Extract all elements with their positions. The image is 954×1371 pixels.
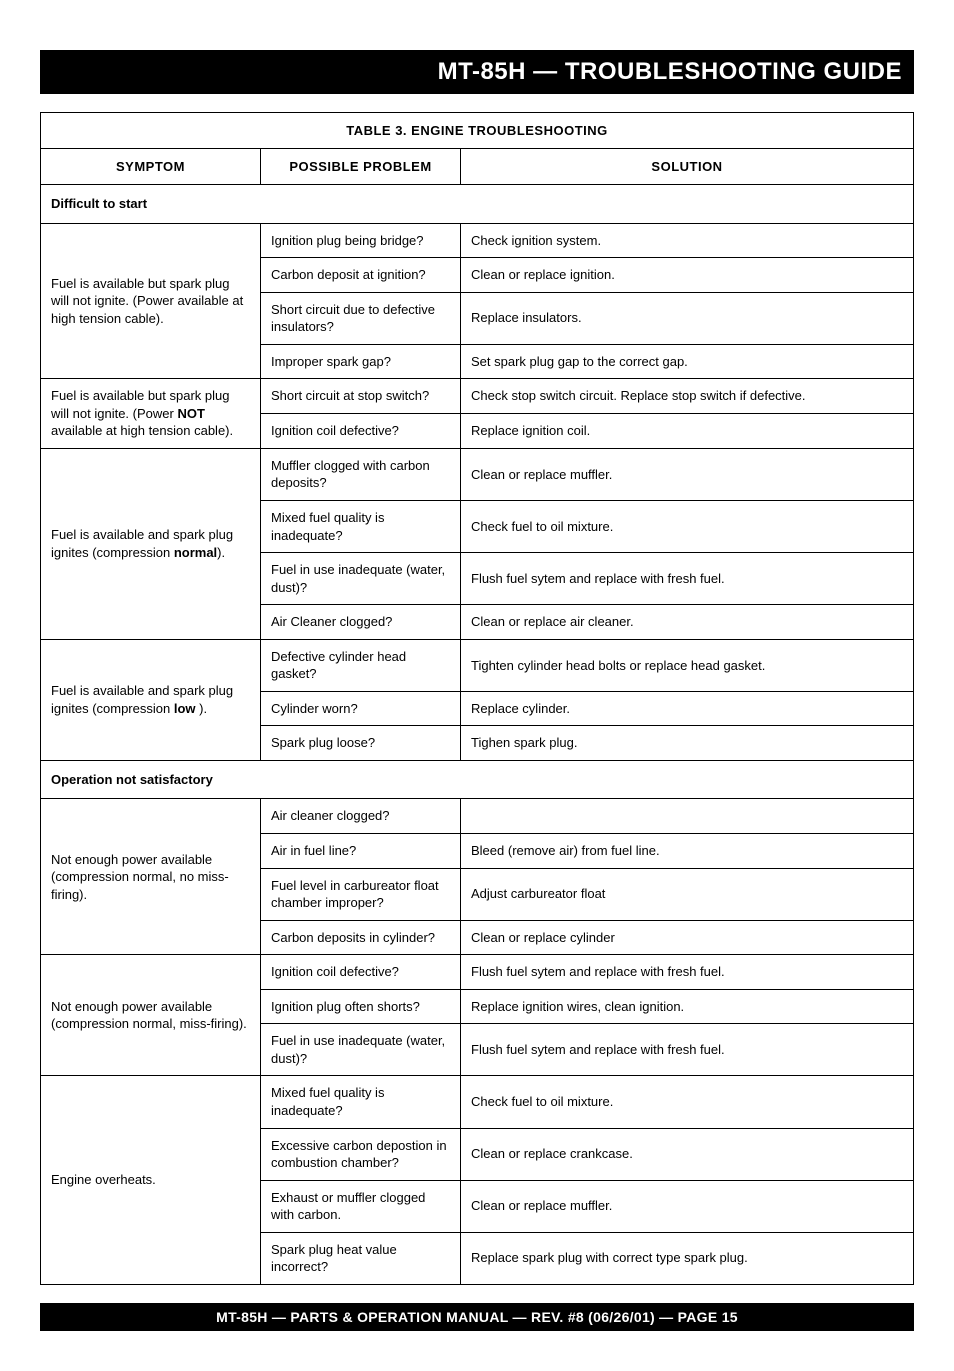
problem-cell: Fuel in use inadequate (water, dust)? [261,553,461,605]
col-header-problem: POSSIBLE PROBLEM [261,149,461,185]
solution-cell: Adjust carbureator float [461,868,914,920]
symptom-cell: Fuel is available and spark plug ignites… [41,639,261,760]
problem-cell: Exhaust or muffler clogged with carbon. [261,1180,461,1232]
solution-cell: Check stop switch circuit. Replace stop … [461,379,914,414]
problem-cell: Spark plug loose? [261,726,461,761]
symptom-cell: Not enough power available (compression … [41,799,261,955]
section-heading: Difficult to start [41,185,914,224]
solution-cell: Clean or replace muffler. [461,448,914,500]
page-header-bar: MT-85H — TROUBLESHOOTING GUIDE [40,50,914,94]
problem-cell: Air cleaner clogged? [261,799,461,834]
col-header-symptom: SYMPTOM [41,149,261,185]
problem-cell: Carbon deposits in cylinder? [261,920,461,955]
solution-cell: Clean or replace cylinder [461,920,914,955]
problem-cell: Cylinder worn? [261,691,461,726]
problem-cell: Ignition coil defective? [261,414,461,449]
problem-cell: Short circuit due to defective insulator… [261,292,461,344]
table-row: Not enough power available (compression … [41,955,914,990]
table-row: Engine overheats.Mixed fuel quality is i… [41,1076,914,1128]
solution-cell: Flush fuel sytem and replace with fresh … [461,1024,914,1076]
problem-cell: Defective cylinder head gasket? [261,639,461,691]
problem-cell: Excessive carbon depostion in combustion… [261,1128,461,1180]
symptom-cell: Not enough power available (compression … [41,955,261,1076]
problem-cell: Mixed fuel quality is inadequate? [261,501,461,553]
solution-cell: Replace spark plug with correct type spa… [461,1232,914,1284]
solution-cell: Replace ignition wires, clean ignition. [461,989,914,1024]
solution-cell: Check fuel to oil mixture. [461,501,914,553]
page-title: MT-85H — TROUBLESHOOTING GUIDE [438,58,902,85]
problem-cell: Ignition plug often shorts? [261,989,461,1024]
problem-cell: Fuel in use inadequate (water, dust)? [261,1024,461,1076]
solution-cell: Set spark plug gap to the correct gap. [461,344,914,379]
table-row: Fuel is available and spark plug ignites… [41,639,914,691]
solution-cell: Flush fuel sytem and replace with fresh … [461,955,914,990]
solution-cell: Replace ignition coil. [461,414,914,449]
table-row: Fuel is available and spark plug ignites… [41,448,914,500]
page-footer-bar: MT-85H — PARTS & OPERATION MANUAL — REV.… [40,1303,914,1331]
problem-cell: Improper spark gap? [261,344,461,379]
symptom-cell: Fuel is available but spark plug will no… [41,379,261,449]
solution-cell: Flush fuel sytem and replace with fresh … [461,553,914,605]
solution-cell: Clean or replace air cleaner. [461,605,914,640]
symptom-cell: Fuel is available and spark plug ignites… [41,448,261,639]
table-row: Not enough power available (compression … [41,799,914,834]
problem-cell: Carbon deposit at ignition? [261,258,461,293]
section-heading: Operation not satisfactory [41,760,914,799]
table-header-row: SYMPTOM POSSIBLE PROBLEM SOLUTION [41,149,914,185]
problem-cell: Muffler clogged with carbon deposits? [261,448,461,500]
solution-cell: Tighen spark plug. [461,726,914,761]
symptom-cell: Engine overheats. [41,1076,261,1284]
solution-cell: Clean or replace muffler. [461,1180,914,1232]
solution-cell: Clean or replace ignition. [461,258,914,293]
problem-cell: Air Cleaner clogged? [261,605,461,640]
footer-text: MT-85H — PARTS & OPERATION MANUAL — REV.… [216,1309,738,1325]
solution-cell: Replace cylinder. [461,691,914,726]
solution-cell: Bleed (remove air) from fuel line. [461,834,914,869]
solution-cell: Replace insulators. [461,292,914,344]
solution-cell: Check ignition system. [461,223,914,258]
solution-cell: Clean or replace crankcase. [461,1128,914,1180]
solution-cell: Tighten cylinder head bolts or replace h… [461,639,914,691]
table-row: Fuel is available but spark plug will no… [41,379,914,414]
table-caption: TABLE 3. ENGINE TROUBLESHOOTING [40,112,914,148]
problem-cell: Short circuit at stop switch? [261,379,461,414]
problem-cell: Ignition plug being bridge? [261,223,461,258]
problem-cell: Spark plug heat value incorrect? [261,1232,461,1284]
problem-cell: Air in fuel line? [261,834,461,869]
troubleshooting-table: TABLE 3. ENGINE TROUBLESHOOTING SYMPTOM … [40,112,914,1285]
table-row: Fuel is available but spark plug will no… [41,223,914,258]
problem-cell: Fuel level in carbureator float chamber … [261,868,461,920]
problem-cell: Ignition coil defective? [261,955,461,990]
solution-cell: Check fuel to oil mixture. [461,1076,914,1128]
symptom-cell: Fuel is available but spark plug will no… [41,223,261,379]
col-header-solution: SOLUTION [461,149,914,185]
solution-cell [461,799,914,834]
problem-cell: Mixed fuel quality is inadequate? [261,1076,461,1128]
